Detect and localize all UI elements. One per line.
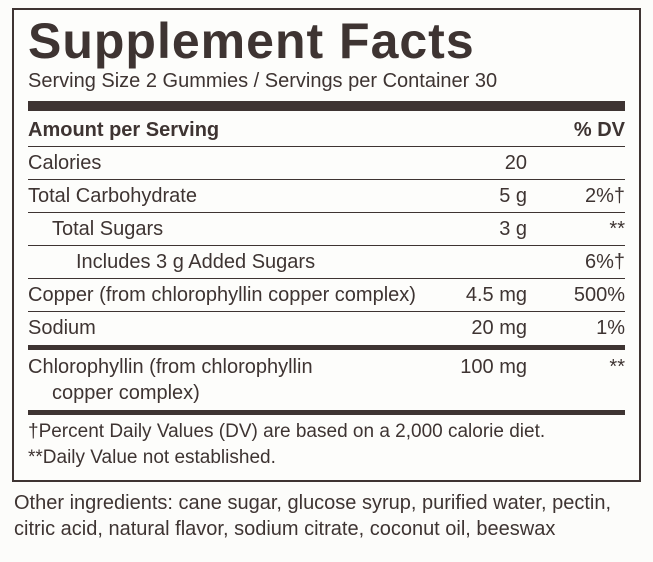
nutrient-name: Calories — [28, 150, 425, 176]
rule-med — [28, 345, 625, 350]
nutrient-name: Includes 3 g Added Sugars — [28, 249, 425, 275]
header-dv: % DV — [535, 117, 625, 143]
nutrient-name: Total Carbohydrate — [28, 183, 425, 209]
nutrient-name: Total Sugars — [28, 216, 425, 242]
nutrient-name: Chlorophyllin (from chlorophyllincopper … — [28, 354, 425, 406]
nutrient-dv: 500% — [535, 282, 625, 308]
nutrient-row: Calories20 — [28, 148, 625, 178]
footnote-dagger: †Percent Daily Values (DV) are based on … — [28, 419, 625, 445]
rule-thin — [28, 212, 625, 213]
rule-thin — [28, 311, 625, 312]
nutrient-dv: 2%† — [535, 183, 625, 209]
nutrient-amount: 3 g — [425, 216, 535, 242]
rule-thin — [28, 278, 625, 279]
serving-line: Serving Size 2 Gummies / Servings per Co… — [28, 70, 625, 93]
nutrient-row: Total Sugars3 g** — [28, 214, 625, 244]
nutrient-amount: 5 g — [425, 183, 535, 209]
nutrient-row: Sodium20 mg1% — [28, 313, 625, 343]
footnote-asterisk: **Daily Value not established. — [28, 445, 625, 471]
nutrient-name: Sodium — [28, 315, 425, 341]
nutrient-rows-top: Calories20Total Carbohydrate5 g2%†Total … — [28, 148, 625, 343]
rule-thin — [28, 146, 625, 147]
panel-title: Supplement Facts — [28, 16, 625, 66]
rule-med — [28, 410, 625, 415]
nutrient-dv: ** — [535, 354, 625, 380]
nutrient-amount: 20 mg — [425, 315, 535, 341]
nutrient-row: Copper (from chlorophyllin copper comple… — [28, 280, 625, 310]
header-row: Amount per Serving % DV — [28, 115, 625, 145]
nutrient-amount: 100 mg — [425, 354, 535, 380]
rule-thin — [28, 245, 625, 246]
nutrient-row: Total Carbohydrate5 g2%† — [28, 181, 625, 211]
nutrient-row: Chlorophyllin (from chlorophyllincopper … — [28, 352, 625, 408]
header-amount-per-serving: Amount per Serving — [28, 117, 425, 143]
nutrient-dv: ** — [535, 216, 625, 242]
rule-thin — [28, 179, 625, 180]
supplement-facts-panel: Supplement Facts Serving Size 2 Gummies … — [12, 8, 641, 482]
nutrient-name-cont: copper complex) — [28, 380, 425, 406]
footnotes: †Percent Daily Values (DV) are based on … — [28, 419, 625, 470]
nutrient-name: Copper (from chlorophyllin copper comple… — [28, 282, 425, 308]
nutrient-rows-bottom: Chlorophyllin (from chlorophyllincopper … — [28, 352, 625, 408]
rule-thick — [28, 101, 625, 111]
nutrient-row: Includes 3 g Added Sugars 6%† — [28, 247, 625, 277]
nutrient-dv: 6%† — [535, 249, 625, 275]
nutrient-amount: 4.5 mg — [425, 282, 535, 308]
other-ingredients: Other ingredients: cane sugar, glucose s… — [12, 490, 641, 542]
nutrient-amount: 20 — [425, 150, 535, 176]
nutrient-dv: 1% — [535, 315, 625, 341]
